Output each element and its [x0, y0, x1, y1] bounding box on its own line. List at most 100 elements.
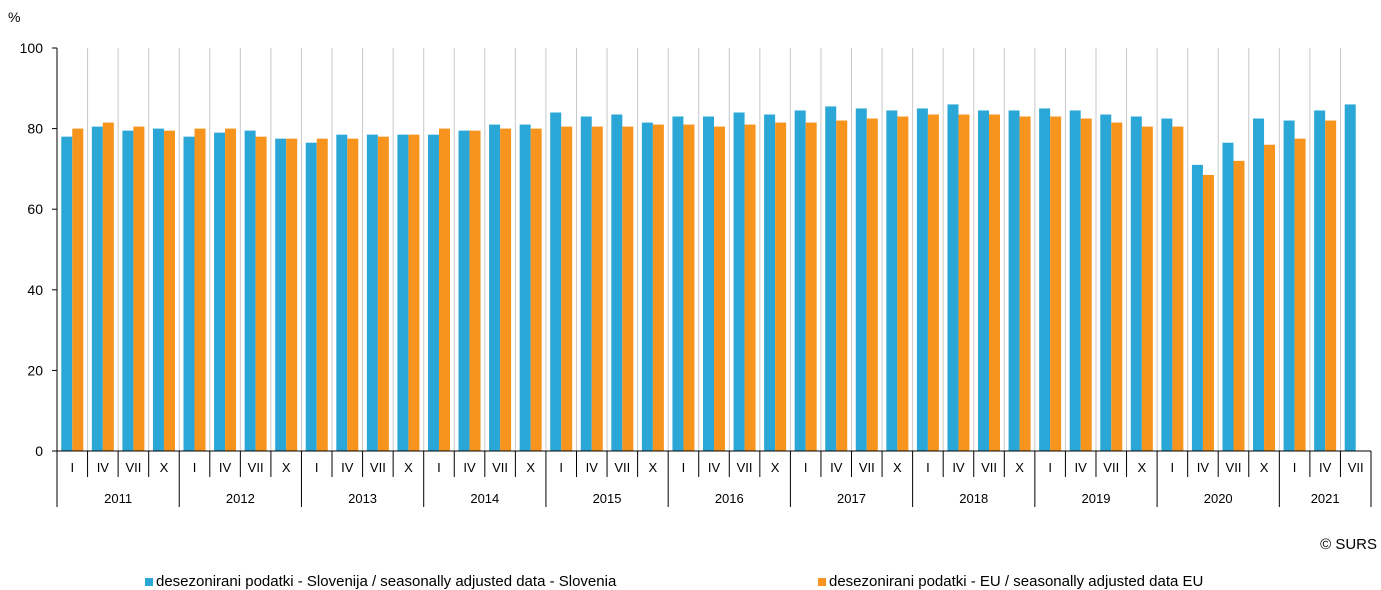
year-label: 2020 — [1204, 491, 1233, 506]
bar-eu — [530, 128, 542, 451]
bar-eu — [989, 114, 1001, 452]
bar-eu — [194, 128, 206, 451]
legend-item-eu: desezonirani podatki - EU / seasonally a… — [818, 573, 1203, 590]
bar-eu — [1050, 116, 1062, 451]
year-label: 2013 — [348, 491, 377, 506]
quarter-label: X — [1015, 460, 1024, 475]
bar-eu — [591, 126, 603, 452]
bar-eu — [652, 124, 664, 451]
y-tick-label: 20 — [27, 362, 43, 378]
bar-eu — [1233, 160, 1245, 451]
y-tick-label: 80 — [27, 121, 43, 137]
bar-eu — [561, 126, 573, 452]
bar-eu — [347, 138, 359, 452]
bar-eu — [927, 114, 939, 452]
quarter-label: X — [771, 460, 780, 475]
bar-slovenia — [580, 116, 592, 451]
bar-slovenia — [1283, 120, 1295, 451]
quarter-label: IV — [1075, 460, 1088, 475]
quarter-label: IV — [97, 460, 110, 475]
quarter-label: VII — [614, 460, 630, 475]
bar-eu — [836, 120, 848, 451]
bar-slovenia — [1253, 118, 1265, 452]
bar-slovenia — [1344, 104, 1356, 452]
quarter-label: IV — [463, 460, 476, 475]
legend-swatch-eu — [818, 577, 826, 586]
quarter-label: I — [682, 460, 686, 475]
bar-slovenia — [550, 112, 562, 451]
legend-label-slovenia: desezonirani podatki - Slovenija / seaso… — [156, 573, 617, 590]
bar-eu — [255, 136, 267, 451]
quarter-label: IV — [830, 460, 843, 475]
quarter-label: I — [1293, 460, 1297, 475]
bar-eu — [500, 128, 512, 451]
bar-eu — [1080, 118, 1092, 452]
quarter-label: VII — [248, 460, 264, 475]
bar-eu — [775, 122, 787, 452]
quarter-label: VII — [859, 460, 875, 475]
quarter-label: X — [1260, 460, 1269, 475]
bar-slovenia — [305, 142, 317, 451]
year-label: 2019 — [1082, 491, 1111, 506]
bar-eu — [72, 128, 84, 451]
bar-eu — [714, 126, 726, 452]
bar-slovenia — [825, 106, 837, 451]
quarter-label: IV — [952, 460, 965, 475]
bar-eu — [958, 114, 970, 452]
bar-eu — [377, 136, 389, 451]
bar-eu — [408, 134, 420, 451]
bar-eu — [1172, 126, 1184, 452]
bar-eu — [163, 130, 175, 452]
bar-eu — [866, 118, 878, 452]
bar-slovenia — [1314, 110, 1326, 451]
quarter-label: VII — [370, 460, 386, 475]
bar-slovenia — [336, 134, 348, 451]
bar-eu — [1294, 138, 1306, 452]
bar-slovenia — [91, 126, 103, 452]
bar-slovenia — [1008, 110, 1020, 451]
bar-eu — [133, 126, 145, 452]
bar-eu — [102, 122, 114, 452]
quarter-label: VII — [981, 460, 997, 475]
year-label: 2012 — [226, 491, 255, 506]
quarter-label: IV — [341, 460, 354, 475]
bar-slovenia — [886, 110, 898, 451]
quarter-label: I — [70, 460, 74, 475]
year-label: 2016 — [715, 491, 744, 506]
quarter-label: VII — [737, 460, 753, 475]
quarter-label: I — [926, 460, 930, 475]
quarter-label: VII — [1226, 460, 1242, 475]
bar-slovenia — [427, 134, 439, 451]
quarter-label: X — [893, 460, 902, 475]
bar-eu — [1141, 126, 1153, 452]
quarter-label: I — [193, 460, 197, 475]
bar-slovenia — [397, 134, 409, 451]
quarter-label: I — [559, 460, 563, 475]
bar-eu — [225, 128, 237, 451]
quarter-label: X — [1137, 460, 1146, 475]
bar-slovenia — [978, 110, 990, 451]
bar-slovenia — [1161, 118, 1173, 452]
bar-slovenia — [244, 130, 256, 452]
bar-eu — [622, 126, 634, 452]
quarter-label: IV — [708, 460, 721, 475]
bar-slovenia — [916, 108, 928, 451]
bar-slovenia — [122, 130, 134, 452]
bar-eu — [1019, 116, 1031, 451]
quarter-label: I — [804, 460, 808, 475]
quarter-label: I — [1171, 460, 1175, 475]
y-tick-label: 0 — [35, 443, 43, 459]
year-label: 2014 — [470, 491, 499, 506]
legend-label-eu: desezonirani podatki - EU / seasonally a… — [829, 573, 1204, 590]
bar-eu — [1264, 144, 1276, 451]
bar-slovenia — [733, 112, 745, 451]
quarter-label: I — [437, 460, 441, 475]
bar-slovenia — [61, 136, 73, 451]
bar-slovenia — [1069, 110, 1081, 451]
bar-slovenia — [152, 128, 164, 451]
bar-slovenia — [519, 124, 531, 451]
bar-slovenia — [794, 110, 806, 451]
y-tick-label: 60 — [27, 201, 43, 217]
bar-eu — [683, 124, 695, 451]
